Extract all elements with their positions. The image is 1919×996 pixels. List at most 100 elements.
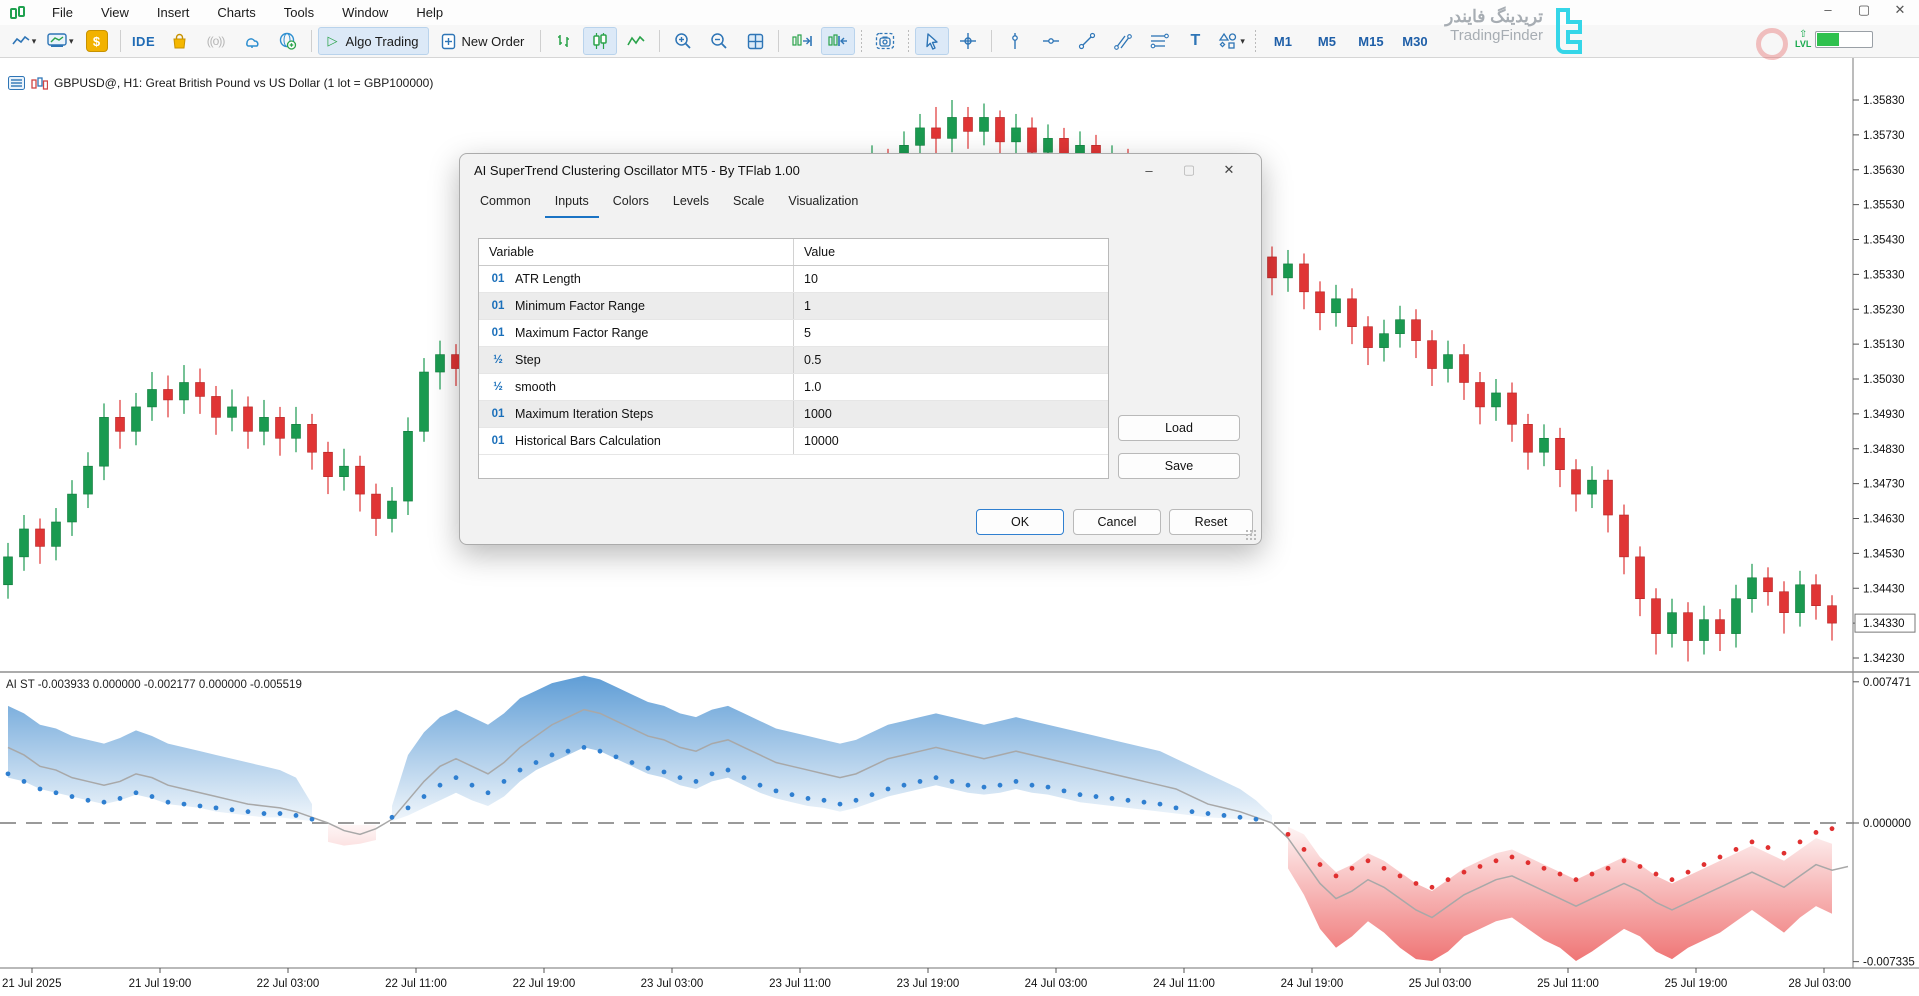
param-value[interactable]: 10 bbox=[804, 272, 818, 286]
market-button[interactable] bbox=[163, 27, 197, 55]
dialog-maximize-button[interactable]: ▢ bbox=[1182, 162, 1196, 177]
timeframe-m30[interactable]: M30 bbox=[1402, 33, 1428, 49]
tab-colors[interactable]: Colors bbox=[612, 194, 649, 208]
indicator-window-dropdown[interactable]: ▾ bbox=[43, 27, 78, 55]
shapes-tool-dropdown[interactable]: ▾ bbox=[1214, 27, 1249, 55]
candle-body bbox=[1411, 319, 1421, 341]
chart-type-dropdown[interactable]: ▾ bbox=[7, 27, 41, 55]
tab-visualization[interactable]: Visualization bbox=[788, 194, 859, 208]
menu-item-charts[interactable]: Charts bbox=[217, 5, 256, 20]
oscillator-dot bbox=[101, 799, 107, 805]
price-label: 1.34630 bbox=[1863, 514, 1905, 526]
tab-scale[interactable]: Scale bbox=[733, 194, 765, 208]
param-value[interactable]: 10000 bbox=[804, 434, 839, 448]
menu-item-file[interactable]: File bbox=[52, 5, 73, 20]
window-minimize-button[interactable]: – bbox=[1824, 2, 1832, 17]
vertical-line-tool-button[interactable] bbox=[998, 27, 1032, 55]
resize-grip[interactable] bbox=[1245, 529, 1257, 541]
oscillator-dot bbox=[1349, 865, 1355, 871]
zoom-in-button[interactable] bbox=[666, 27, 700, 55]
candle-body bbox=[227, 406, 237, 418]
oscillator-dot bbox=[1685, 869, 1691, 875]
zigzag-icon bbox=[627, 35, 645, 46]
menu-item-window[interactable]: Window bbox=[342, 5, 389, 20]
bar-chart-mode-button[interactable] bbox=[547, 27, 581, 55]
candle-body bbox=[1827, 605, 1837, 624]
menu-item-tools[interactable]: Tools bbox=[283, 5, 315, 20]
tab-levels[interactable]: Levels bbox=[672, 194, 710, 208]
window-close-button[interactable]: ✕ bbox=[1894, 2, 1906, 17]
table-row[interactable]: 01 Minimum Factor Range 1 bbox=[479, 293, 1108, 320]
tile-windows-button[interactable] bbox=[738, 27, 772, 55]
table-row[interactable]: ½ smooth 1.0 bbox=[479, 374, 1108, 401]
zoom-out-button[interactable] bbox=[702, 27, 736, 55]
time-label: 22 Jul 19:00 bbox=[513, 978, 576, 990]
candle-body bbox=[1379, 333, 1389, 348]
tab-inputs[interactable]: Inputs bbox=[544, 188, 599, 218]
symbol-description: GBPUSD@, H1: Great British Pound vs US D… bbox=[54, 76, 434, 90]
quotes-button[interactable]: $ bbox=[80, 27, 114, 55]
screenshot-button[interactable] bbox=[868, 27, 902, 55]
menu-item-view[interactable]: View bbox=[100, 5, 129, 20]
toolbar-separator bbox=[778, 30, 780, 52]
horizontal-line-tool-button[interactable] bbox=[1034, 27, 1068, 55]
trendline-tool-button[interactable] bbox=[1070, 27, 1104, 55]
param-value[interactable]: 1 bbox=[804, 299, 811, 313]
oscillator-dot bbox=[1109, 796, 1115, 801]
param-value[interactable]: 0.5 bbox=[804, 353, 822, 367]
crosshair-tool-button[interactable] bbox=[951, 27, 985, 55]
param-value[interactable]: 1.0 bbox=[804, 380, 822, 394]
dialog-minimize-button[interactable]: – bbox=[1145, 162, 1153, 178]
table-row[interactable]: ½ Step 0.5 bbox=[479, 347, 1108, 374]
cursor-tool-button[interactable] bbox=[915, 27, 950, 55]
time-label: 28 Jul 03:00 bbox=[1788, 978, 1851, 990]
timeframe-m15[interactable]: M15 bbox=[1358, 33, 1384, 49]
candle-body bbox=[51, 521, 61, 547]
menu-item-insert[interactable]: Insert bbox=[156, 5, 190, 20]
candle-body bbox=[435, 354, 445, 373]
dialog-close-button[interactable]: ✕ bbox=[1223, 162, 1235, 177]
price-label: 1.35730 bbox=[1863, 130, 1905, 142]
tab-common[interactable]: Common bbox=[480, 194, 531, 208]
candle-body bbox=[1667, 612, 1677, 634]
ok-button[interactable]: OK bbox=[976, 509, 1064, 535]
table-row[interactable]: 01 Maximum Iteration Steps 1000 bbox=[479, 401, 1108, 428]
line-chart-mode-button[interactable] bbox=[619, 27, 653, 55]
table-row[interactable]: 01 Historical Bars Calculation 10000 bbox=[479, 428, 1108, 455]
oscillator-dot bbox=[1029, 782, 1035, 788]
candle-body bbox=[931, 127, 941, 139]
reset-button[interactable]: Reset bbox=[1169, 509, 1253, 535]
fibonacci-tool-button[interactable] bbox=[1142, 27, 1176, 55]
algo-trading-button[interactable]: ▷ Algo Trading bbox=[317, 27, 429, 55]
ide-button[interactable]: IDE bbox=[127, 27, 161, 55]
channel-tool-button[interactable] bbox=[1106, 27, 1140, 55]
new-order-button[interactable]: New Order bbox=[431, 27, 535, 55]
param-value[interactable]: 5 bbox=[804, 326, 811, 340]
candle-body bbox=[83, 465, 93, 495]
candlestick-mode-button[interactable] bbox=[583, 27, 618, 55]
time-label: 21 Jul 19:00 bbox=[129, 978, 192, 990]
time-label: 25 Jul 03:00 bbox=[1409, 978, 1472, 990]
table-row[interactable]: 01 Maximum Factor Range 5 bbox=[479, 320, 1108, 347]
cloud-button[interactable] bbox=[235, 27, 269, 55]
oscillator-dot bbox=[1829, 826, 1835, 832]
shift-end-button[interactable] bbox=[785, 27, 819, 55]
table-row[interactable]: 01 ATR Length 10 bbox=[479, 266, 1108, 293]
timeframe-m5[interactable]: M5 bbox=[1317, 33, 1336, 49]
oscillator-dot bbox=[1141, 799, 1147, 805]
param-type-icon: ½ bbox=[493, 381, 503, 393]
text-tool-button[interactable]: T bbox=[1178, 27, 1212, 55]
menu-item-help[interactable]: Help bbox=[416, 5, 444, 20]
signals-button[interactable]: ((o)) bbox=[199, 27, 233, 55]
cancel-button[interactable]: Cancel bbox=[1073, 509, 1161, 535]
save-button[interactable]: Save bbox=[1118, 453, 1240, 479]
load-button[interactable]: Load bbox=[1118, 415, 1240, 441]
candle-body bbox=[99, 417, 109, 467]
vps-button[interactable] bbox=[271, 27, 305, 55]
candle-body bbox=[963, 117, 973, 132]
window-maximize-button[interactable]: ▢ bbox=[1857, 2, 1871, 17]
param-value[interactable]: 1000 bbox=[804, 407, 832, 421]
auto-scroll-button[interactable] bbox=[821, 27, 856, 55]
timeframe-m1[interactable]: M1 bbox=[1273, 33, 1292, 49]
price-label: 1.35430 bbox=[1863, 235, 1905, 247]
